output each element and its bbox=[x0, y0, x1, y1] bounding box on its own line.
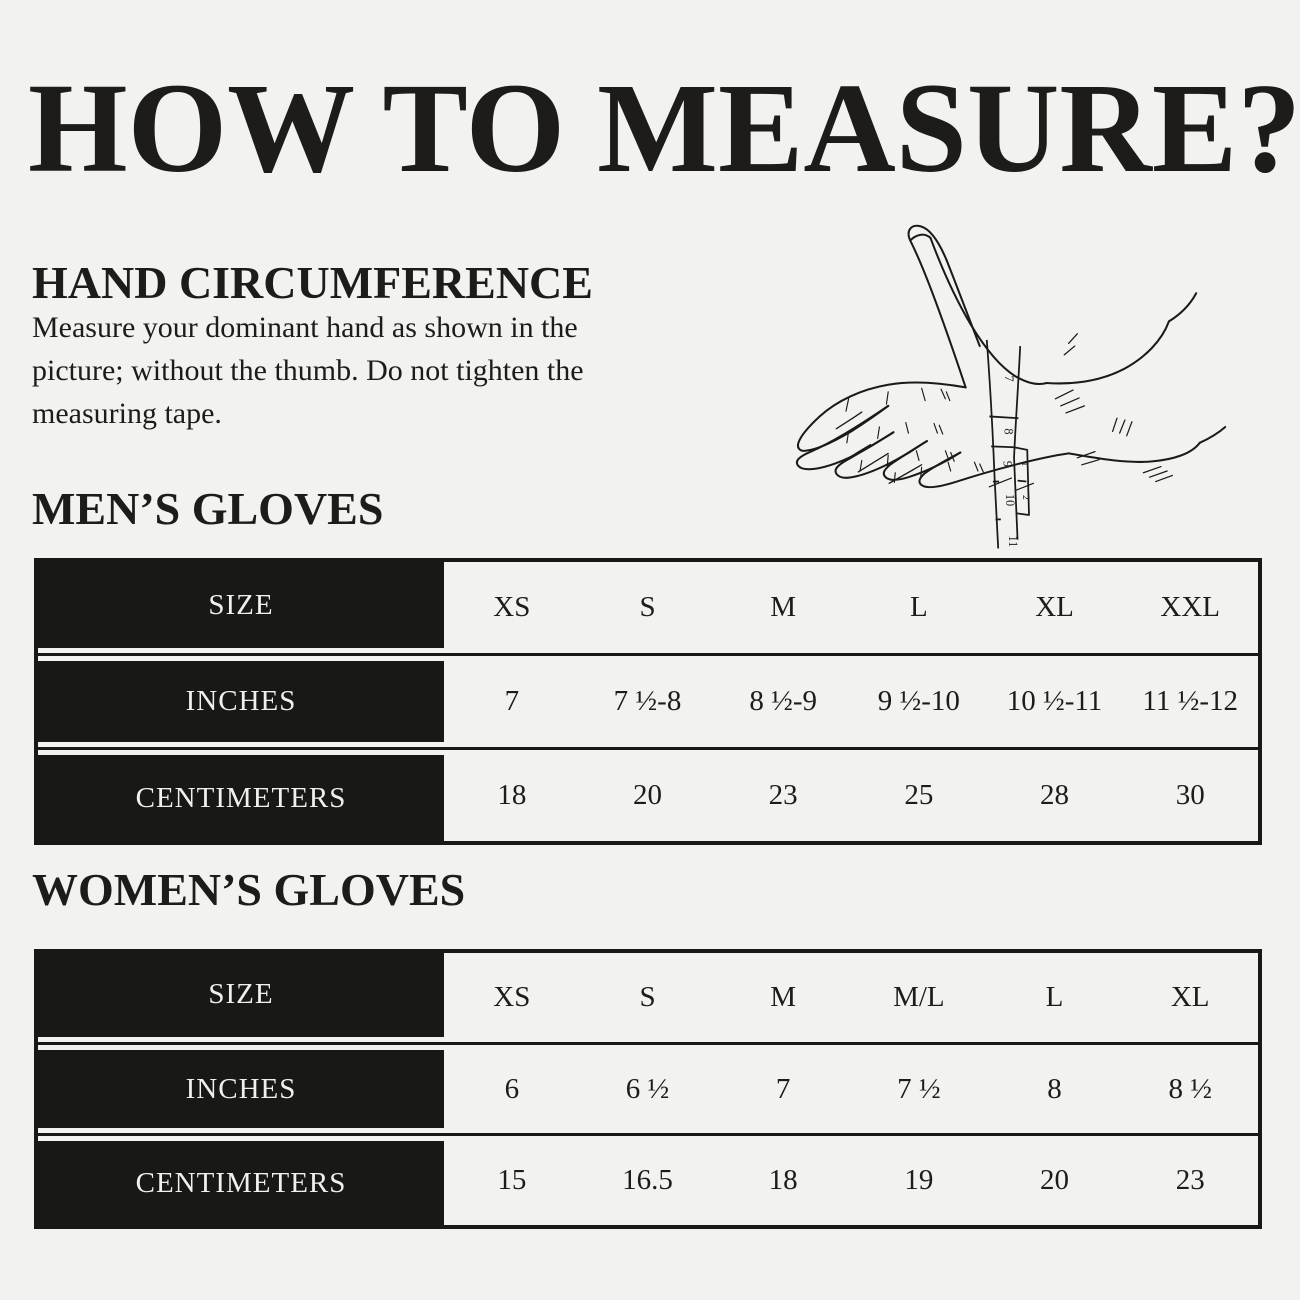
svg-text:1: 1 bbox=[1019, 462, 1030, 467]
svg-text:10: 10 bbox=[1003, 494, 1017, 506]
svg-text:2: 2 bbox=[1020, 495, 1031, 500]
svg-text:8: 8 bbox=[1001, 428, 1015, 434]
svg-text:9: 9 bbox=[1000, 461, 1014, 467]
svg-text:7: 7 bbox=[1002, 376, 1016, 382]
svg-text:11: 11 bbox=[1006, 535, 1020, 547]
